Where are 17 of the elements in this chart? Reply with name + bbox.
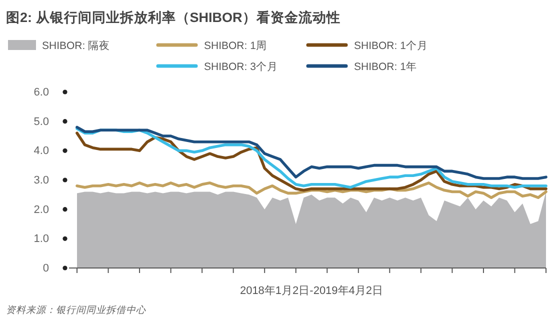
legend-label: SHIBOR: 1个月 (354, 40, 428, 52)
y-tick-label: 2.0 (34, 204, 49, 216)
text: 资料来源：银行间同业拆借中心 (6, 304, 146, 316)
line-series (76, 126, 548, 180)
line-series (76, 182, 548, 199)
y-tick-label: 5.0 (34, 116, 49, 128)
legend-label: SHIBOR: 3个月 (204, 61, 278, 73)
chart-title: 图2: 从银行间同业拆放利率（SHIBOR）看资金流动性 (6, 9, 340, 25)
y-tick-label: 1.0 (34, 233, 49, 246)
y-tick-label: 4.0 (34, 145, 49, 158)
x-axis-title: 2018年1月2日-2019年4月2日 (240, 285, 384, 297)
y-tick-label: 6.0 (34, 86, 49, 99)
y-tick-label: 0 (42, 262, 49, 275)
legend-label: SHIBOR: 1年 (354, 61, 417, 73)
legend-label: SHIBOR: 隔夜 (42, 39, 110, 52)
y-tick-label: 3.0 (34, 174, 49, 187)
legend-label: SHIBOR: 1周 (204, 40, 267, 52)
